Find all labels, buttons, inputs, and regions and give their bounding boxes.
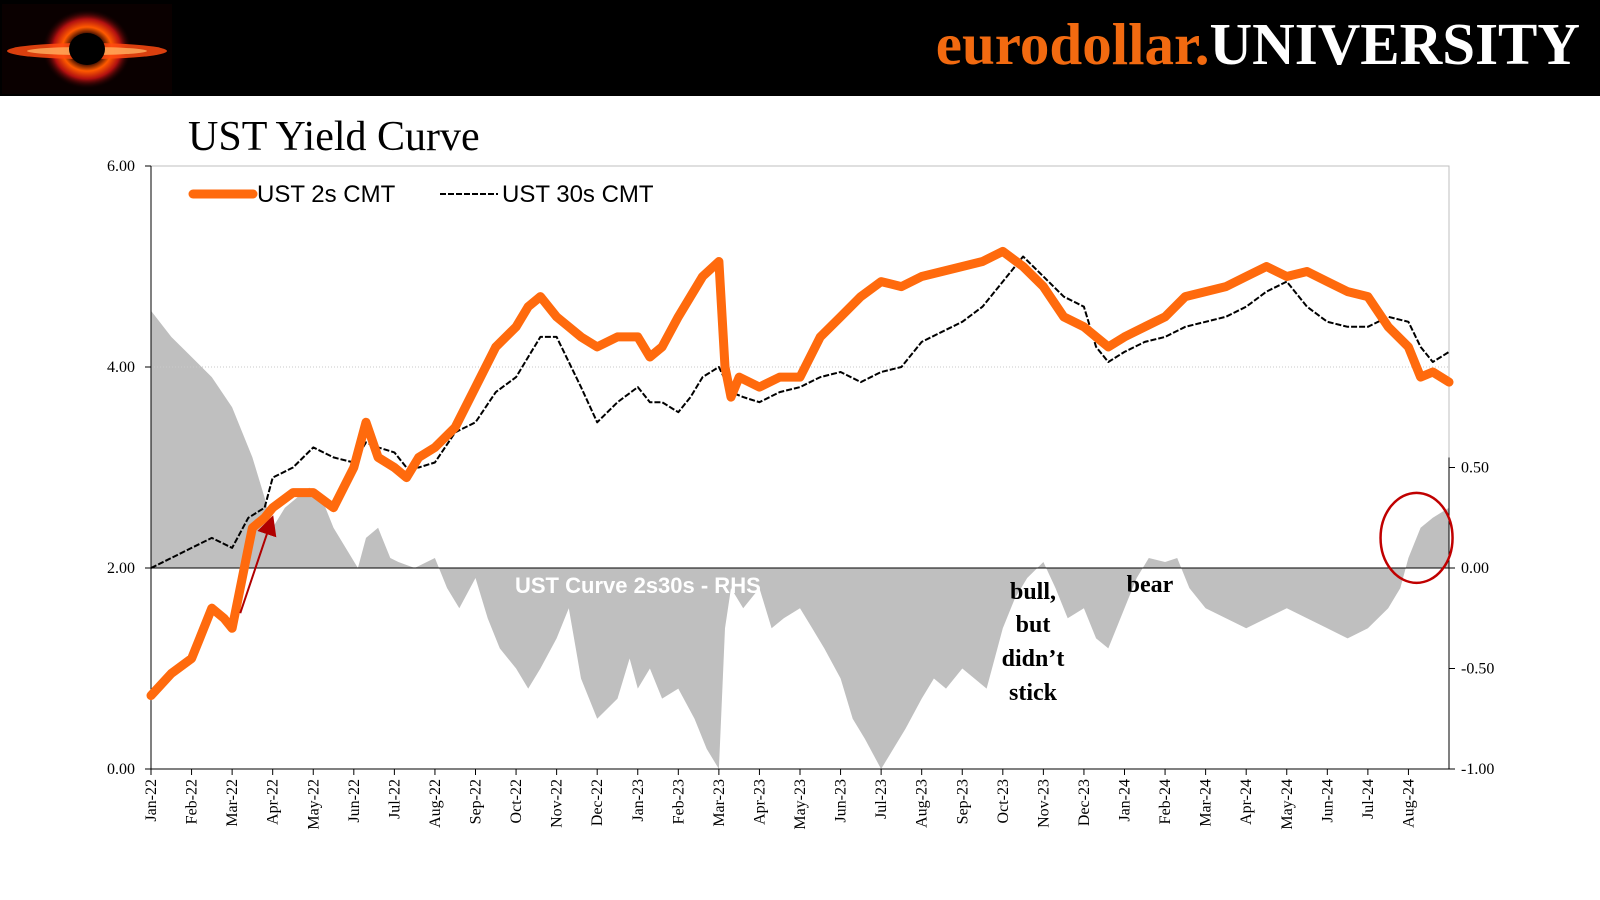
steepening-highlight-circle [1379, 491, 1454, 585]
x-tick-label: May-23 [792, 779, 809, 830]
x-tick-label: Nov-22 [549, 779, 566, 828]
x-tick-label: May-24 [1279, 779, 1296, 830]
rate-rise-arrow [239, 515, 277, 614]
y-right-tick-label: -1.00 [1461, 761, 1494, 778]
legend-label-30s: UST 30s CMT [502, 181, 654, 208]
x-tick-label: Sep-22 [468, 779, 485, 824]
x-tick-label: Jul-22 [386, 779, 403, 819]
y-right-tick-label: 0.50 [1461, 460, 1489, 477]
annotation-text: stick [1009, 680, 1058, 706]
x-tick-label: Oct-22 [508, 779, 525, 823]
x-tick-label: Jan-22 [143, 779, 160, 822]
x-tick-label: Feb-23 [670, 779, 687, 824]
x-tick-label: Mar-24 [1198, 779, 1215, 827]
y-right-tick-label: -0.50 [1461, 661, 1494, 678]
x-tick-label: Dec-23 [1076, 779, 1093, 826]
x-tick-label: Feb-24 [1157, 779, 1174, 824]
y-left-tick-label: 4.00 [107, 359, 135, 376]
spread-series-label: UST Curve 2s30s - RHS [515, 573, 761, 598]
x-tick-label: Oct-23 [995, 779, 1012, 823]
x-tick-label: Apr-22 [265, 779, 282, 825]
x-tick-label: Jan-23 [630, 779, 647, 822]
annotation-text: bull, [1010, 579, 1056, 605]
y-left-tick-label: 2.00 [107, 560, 135, 577]
annotation-text: but [1016, 612, 1051, 638]
annotation-text: bear [1127, 572, 1174, 598]
ust-2s-line [146, 246, 1454, 701]
x-tick-label: Apr-23 [751, 779, 768, 825]
legend-label-2s: UST 2s CMT [257, 181, 396, 208]
annotation-text: didn’t [1002, 646, 1065, 672]
chart-title: UST Yield Curve [188, 114, 480, 160]
x-tick-label: Jun-22 [346, 779, 363, 823]
plot-area [150, 165, 1450, 770]
x-tick-label: Apr-24 [1238, 779, 1255, 825]
x-tick-label: May-22 [305, 779, 322, 830]
x-tick-label: Jun-23 [833, 779, 850, 823]
x-tick-label: Mar-22 [224, 779, 241, 827]
brand-name-part1: eurodollar. [935, 11, 1210, 77]
x-tick-label: Sep-23 [954, 779, 971, 824]
x-tick-label: Mar-23 [711, 779, 728, 827]
x-tick-label: Aug-23 [914, 779, 931, 828]
x-tick-label: Nov-23 [1035, 779, 1052, 828]
brand-header: eurodollar.UNIVERSITY [0, 0, 1600, 96]
x-tick-label: Feb-22 [184, 779, 201, 824]
brand-name: eurodollar.UNIVERSITY [936, 8, 1580, 80]
x-tick-label: Aug-22 [427, 779, 444, 828]
y-right-tick-label: 0.00 [1461, 560, 1489, 577]
y-left-tick-label: 0.00 [107, 761, 135, 778]
y-left-tick-label: 6.00 [107, 158, 135, 175]
brand-name-part2: UNIVERSITY [1209, 11, 1580, 77]
x-tick-label: Jun-24 [1319, 779, 1336, 823]
black-hole-logo-icon [2, 4, 172, 94]
x-tick-label: Jul-24 [1360, 779, 1377, 819]
x-tick-label: Aug-24 [1400, 779, 1417, 828]
x-tick-label: Jul-23 [873, 779, 890, 819]
x-tick-label: Jan-24 [1117, 779, 1134, 822]
x-tick-label: Dec-22 [589, 779, 606, 826]
